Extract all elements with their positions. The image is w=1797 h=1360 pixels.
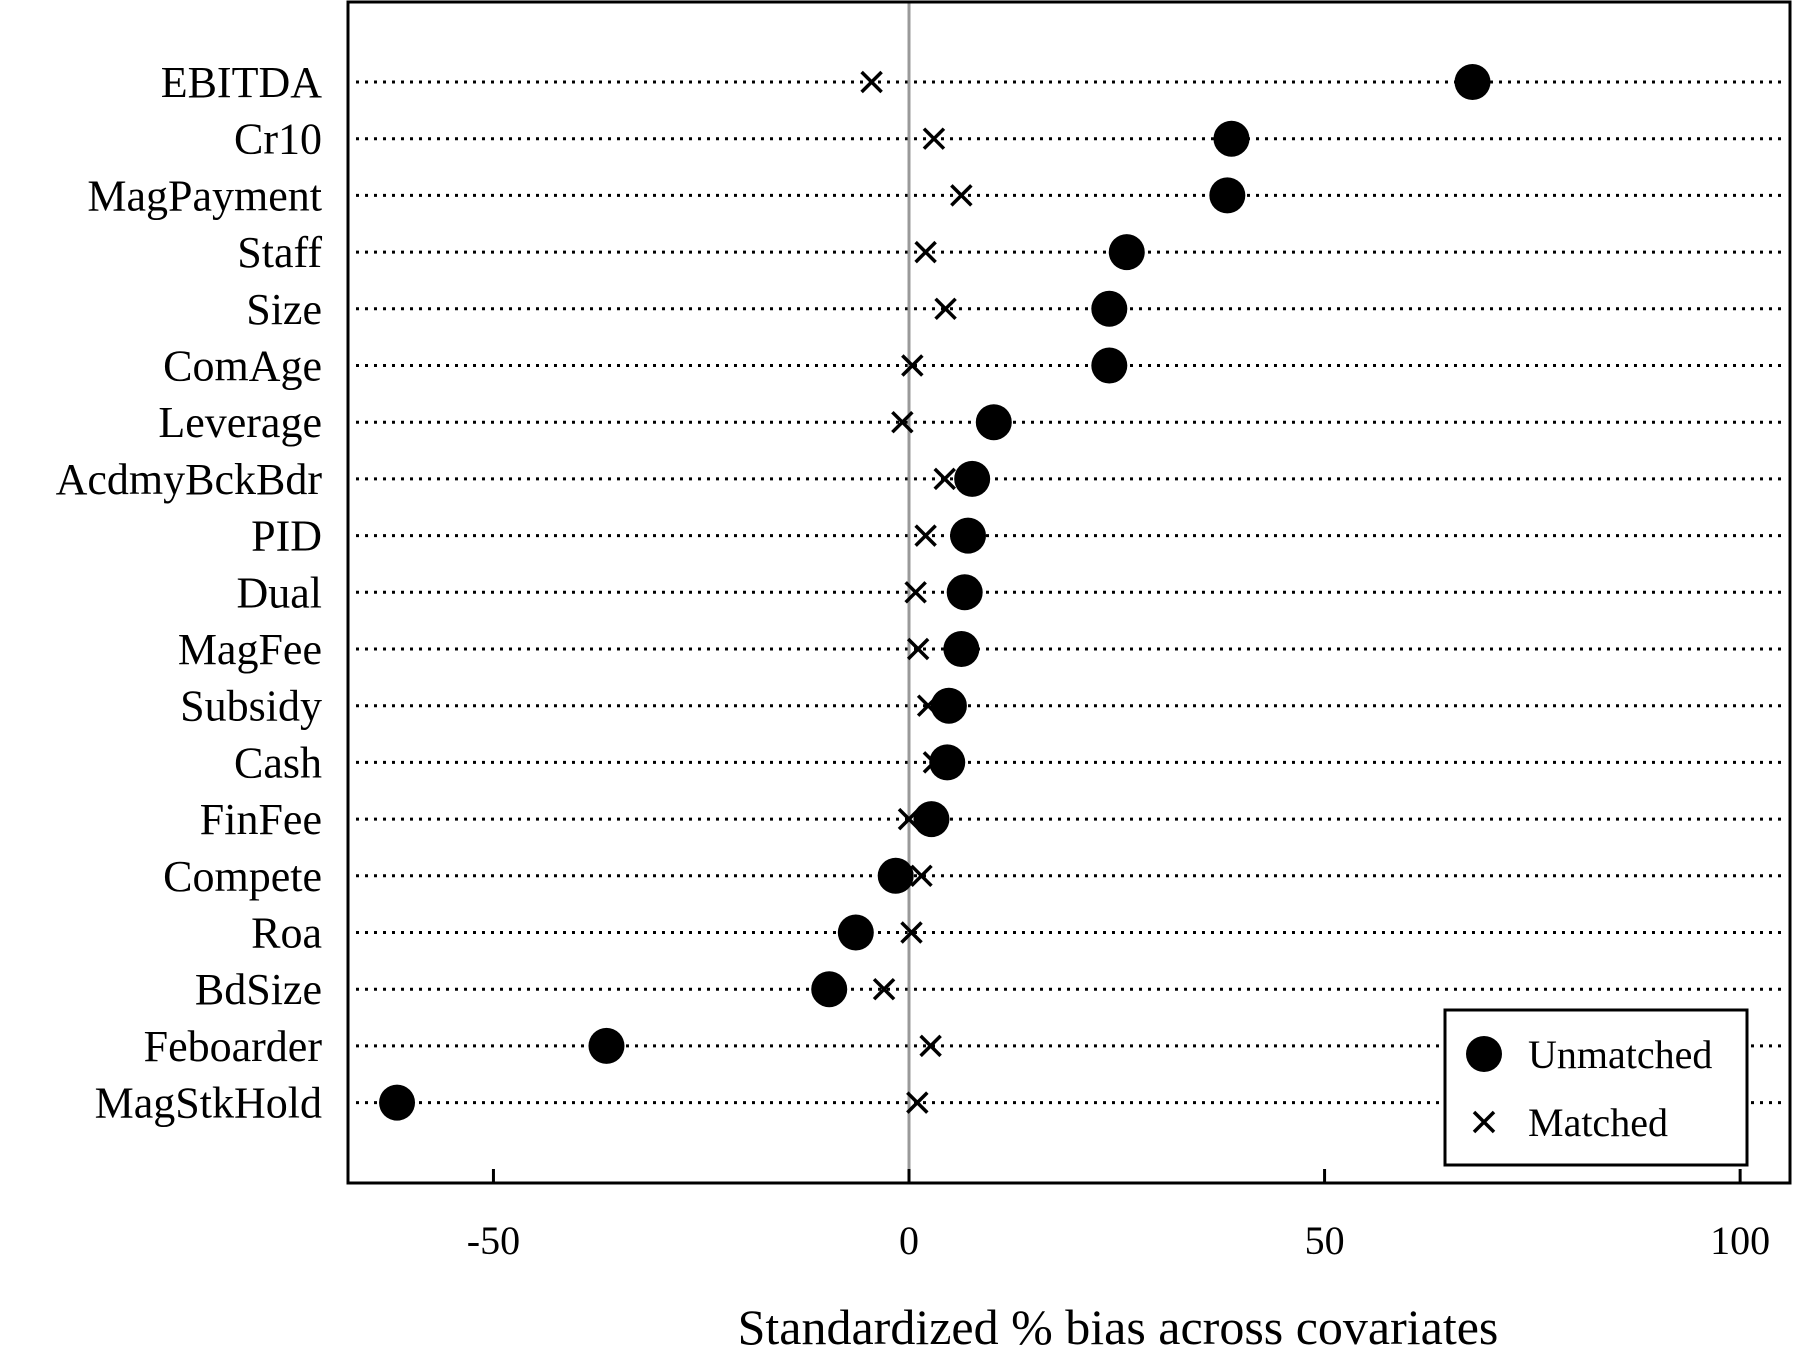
x-tick-label: 0	[899, 1218, 919, 1263]
y-tick-label: MagFee	[178, 625, 322, 674]
y-tick-label: Roa	[251, 909, 322, 958]
unmatched-point	[946, 574, 983, 611]
x-tick-label: 100	[1710, 1218, 1770, 1263]
unmatched-point	[1454, 64, 1491, 100]
y-tick-label: Size	[246, 285, 322, 334]
y-tick-label: Compete	[163, 852, 322, 901]
matched-markers	[860, 70, 973, 1114]
y-tick-label: Feboarder	[144, 1022, 323, 1071]
y-tick-label: Cash	[234, 738, 322, 787]
unmatched-point	[1209, 177, 1246, 214]
legend-unmatched-label: Unmatched	[1528, 1032, 1712, 1077]
y-tick-label: MagPayment	[87, 171, 322, 220]
unmatched-point	[1091, 290, 1128, 327]
unmatched-markers	[379, 64, 1491, 1121]
legend-unmatched-marker	[1466, 1036, 1502, 1072]
unmatched-point	[950, 517, 987, 554]
matched-point	[919, 1034, 942, 1058]
matched-point	[910, 864, 933, 888]
matched-point	[900, 921, 923, 944]
matched-point	[914, 240, 937, 264]
y-tick-label: Dual	[236, 568, 322, 617]
y-tick-label: ComAge	[163, 342, 322, 391]
legend-box	[1443, 1008, 1749, 1167]
unmatched-point	[943, 631, 980, 667]
legend: Unmatched Matched	[1443, 1008, 1749, 1167]
unmatched-point	[1108, 234, 1145, 271]
unmatched-point	[837, 914, 874, 951]
matched-point	[901, 354, 924, 377]
unmatched-point	[877, 857, 914, 894]
matched-point	[922, 751, 946, 774]
legend-matched-marker	[1472, 1110, 1496, 1134]
y-tick-label: MagStkHold	[95, 1079, 322, 1128]
matched-point	[914, 524, 937, 547]
y-axis-labels: EBITDA Cr10 MagPayment Staff Size ComAge Lever…	[56, 58, 323, 1128]
y-tick-label: Subsidy	[180, 682, 322, 731]
matched-point	[891, 410, 914, 434]
matched-point	[934, 297, 957, 321]
unmatched-point	[811, 971, 848, 1008]
unmatched-point	[913, 801, 950, 838]
matched-point	[906, 637, 930, 661]
matched-point	[897, 807, 921, 831]
y-tick-label: EBITDA	[161, 58, 323, 107]
matched-point	[906, 1091, 929, 1114]
x-tick-label: 50	[1305, 1218, 1345, 1263]
unmatched-point	[379, 1084, 416, 1121]
guide-lines	[356, 80, 1782, 1105]
unmatched-point	[588, 1027, 625, 1064]
unmatched-point	[929, 744, 966, 781]
matched-point	[916, 694, 940, 717]
matched-point	[860, 70, 883, 94]
x-axis-ticks: -50 0 50 100	[467, 1169, 1770, 1263]
y-tick-label: AcdmyBckBdr	[56, 455, 323, 504]
unmatched-point	[930, 687, 967, 724]
y-tick-label: Cr10	[234, 115, 322, 164]
matched-point	[933, 467, 956, 491]
x-tick-label: -50	[467, 1218, 520, 1263]
matched-point	[950, 184, 973, 207]
y-tick-label: FinFee	[200, 795, 322, 844]
matched-point	[922, 127, 946, 150]
unmatched-point	[1091, 347, 1128, 384]
matched-point	[904, 581, 927, 604]
plot-frame	[346, 0, 1792, 1185]
unmatched-point	[1213, 120, 1250, 157]
legend-matched-label: Matched	[1528, 1100, 1668, 1145]
matched-point	[872, 977, 896, 1001]
unmatched-point	[975, 404, 1012, 441]
unmatched-point	[954, 460, 991, 497]
y-tick-label: BdSize	[195, 965, 322, 1014]
y-tick-label: PID	[251, 512, 322, 561]
y-tick-label: Staff	[237, 228, 322, 277]
x-axis-title: Standardized % bias across covariates	[738, 1299, 1499, 1355]
y-tick-label: Leverage	[158, 398, 322, 447]
